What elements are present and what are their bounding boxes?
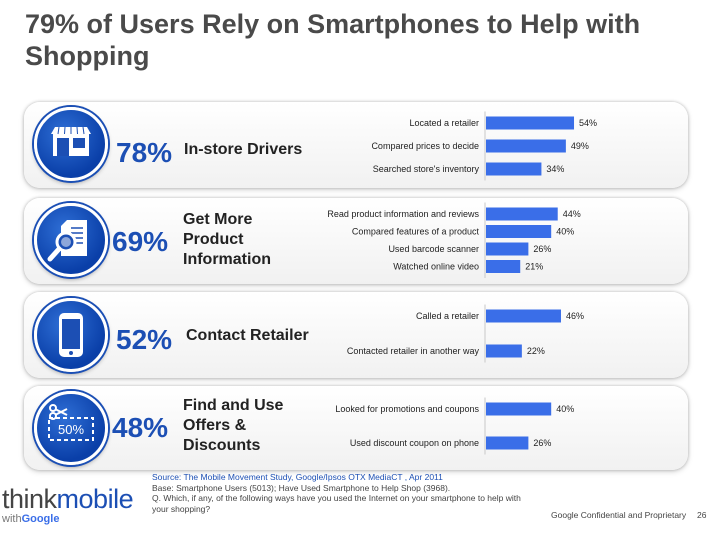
confidential-note: Google Confidential and Proprietary bbox=[551, 510, 687, 520]
bar bbox=[486, 225, 552, 238]
value-label: 54% bbox=[579, 118, 597, 128]
category-label: Used barcode scanner bbox=[388, 244, 479, 254]
page-title: 79% of Users Rely on Smartphones to Help… bbox=[25, 9, 641, 71]
question-note: Q. Which, if any, of the following ways … bbox=[152, 493, 521, 514]
bar bbox=[486, 242, 529, 256]
panel-in-store-drivers: 78% In-store Drivers bbox=[24, 102, 688, 188]
bar bbox=[486, 162, 542, 176]
value-label: 49% bbox=[571, 141, 589, 151]
value-label: 40% bbox=[556, 404, 574, 414]
category-label: Located a retailer bbox=[409, 118, 479, 128]
category-label: Used discount coupon on phone bbox=[350, 438, 479, 448]
bar bbox=[486, 207, 558, 221]
thinkmobile-logo: thinkmobile withGoogle bbox=[2, 484, 134, 525]
category-label: Contacted retailer in another way bbox=[347, 346, 480, 356]
value-label: 44% bbox=[563, 209, 581, 219]
base-note: Base: Smartphone Users (5013); Have Used… bbox=[152, 482, 451, 493]
panel-offers-discounts: 50% 48% Find and Use Offers & Discounts bbox=[24, 386, 688, 470]
panel-label: In-store Drivers bbox=[184, 141, 303, 158]
coupon-text: 50% bbox=[58, 422, 84, 437]
panel-contact-retailer: 52% Contact Retailer bbox=[24, 292, 688, 378]
value-label: 46% bbox=[566, 311, 584, 321]
panel-label: Contact Retailer bbox=[186, 327, 309, 344]
source-note: Source: The Mobile Movement Study, Googl… bbox=[152, 472, 443, 482]
value-label: 26% bbox=[533, 244, 551, 254]
page-number: 26 bbox=[697, 510, 707, 520]
panel-label: Get More Product Information bbox=[183, 211, 271, 268]
panel-percent: 52% bbox=[116, 324, 173, 355]
category-label: Compared prices to decide bbox=[371, 141, 479, 151]
value-label: 26% bbox=[533, 438, 551, 448]
value-label: 34% bbox=[546, 164, 564, 174]
category-label: Watched online video bbox=[393, 262, 479, 272]
category-label: Looked for promotions and coupons bbox=[335, 404, 479, 414]
category-label: Compared features of a product bbox=[352, 227, 480, 237]
value-label: 21% bbox=[525, 262, 543, 272]
category-label: Searched store's inventory bbox=[373, 164, 480, 174]
bar bbox=[486, 344, 522, 358]
panel-percent: 48% bbox=[112, 412, 169, 443]
smartphone-icon bbox=[34, 298, 108, 372]
coupon-scissors-icon: 50% bbox=[34, 391, 108, 465]
bar bbox=[486, 309, 561, 323]
panel-product-information: 69% Get More Product Information bbox=[24, 198, 688, 284]
bar bbox=[486, 402, 552, 416]
bar bbox=[486, 436, 529, 450]
value-label: 22% bbox=[527, 346, 545, 356]
magnifier-document-icon bbox=[34, 203, 108, 277]
value-label: 40% bbox=[556, 227, 574, 237]
storefront-icon bbox=[34, 107, 108, 181]
panel-label: Find and Use Offers & Discounts bbox=[183, 397, 284, 454]
panel-percent: 69% bbox=[112, 226, 169, 257]
bar bbox=[486, 260, 521, 273]
category-label: Read product information and reviews bbox=[327, 209, 479, 219]
footer-notes: Source: The Mobile Movement Study, Googl… bbox=[152, 472, 532, 514]
bar bbox=[486, 116, 575, 130]
category-label: Called a retailer bbox=[416, 311, 479, 321]
bar bbox=[486, 139, 566, 153]
panel-percent: 78% bbox=[116, 137, 173, 168]
